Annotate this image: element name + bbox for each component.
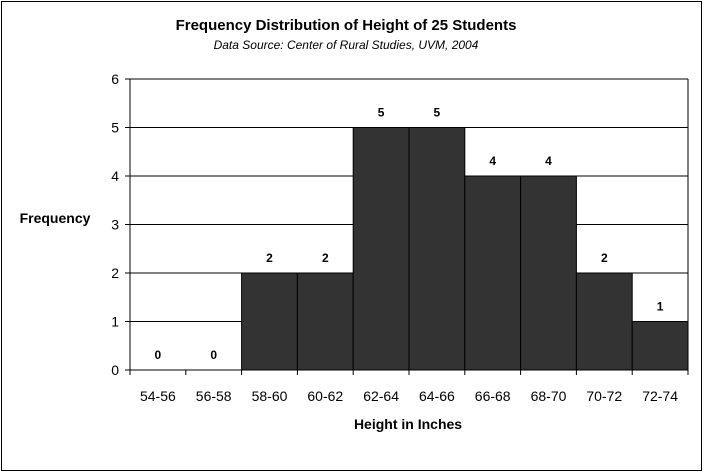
x-tick-label: 70-72 — [586, 388, 622, 404]
x-tick-label: 62-64 — [363, 388, 399, 404]
bar — [631, 321, 689, 371]
data-label: 2 — [266, 251, 273, 265]
bar — [241, 272, 298, 371]
chart-subtitle: Data Source: Center of Rural Studies, UV… — [214, 38, 479, 52]
bar — [575, 272, 633, 371]
x-axis-label: Height in Inches — [354, 416, 462, 432]
data-label: 0 — [210, 348, 217, 362]
axes — [125, 78, 689, 375]
data-label: 4 — [489, 154, 496, 168]
bar — [520, 175, 577, 371]
chart-title: Frequency Distribution of Height of 25 S… — [176, 17, 517, 34]
y-tick-label: 2 — [111, 265, 119, 281]
data-label: 1 — [657, 300, 664, 314]
data-label: 5 — [378, 106, 385, 120]
data-label: 2 — [322, 251, 329, 265]
x-tick-label: 56-58 — [196, 388, 232, 404]
y-tick-label: 0 — [111, 362, 119, 378]
x-tick-label: 58-60 — [252, 388, 288, 404]
x-tick-label: 60-62 — [307, 388, 343, 404]
data-label: 4 — [545, 154, 552, 168]
x-tick-label: 54-56 — [140, 388, 176, 404]
bar — [296, 272, 354, 371]
y-tick-label: 6 — [111, 71, 119, 87]
bars — [241, 127, 689, 371]
y-tick-label: 3 — [111, 217, 119, 233]
x-tick-label: 64-66 — [419, 388, 455, 404]
bar — [408, 127, 466, 371]
data-label: 0 — [155, 348, 162, 362]
data-label: 5 — [434, 106, 441, 120]
y-tick-label: 5 — [111, 120, 119, 136]
bar — [352, 127, 410, 371]
x-tick-label: 68-70 — [531, 388, 567, 404]
y-tick-label: 4 — [111, 168, 119, 184]
bar — [464, 175, 522, 371]
data-label: 2 — [601, 251, 608, 265]
y-tick-label: 1 — [111, 314, 119, 330]
x-tick-label: 66-68 — [475, 388, 511, 404]
x-tick-label: 72-74 — [642, 388, 678, 404]
y-axis-label: Frequency — [20, 210, 91, 226]
labels: 0 1 2 3 4 5 6 0 54-56 0 56-58 2 58-60 2 60-62 5 62-64 5 64… — [111, 71, 678, 404]
